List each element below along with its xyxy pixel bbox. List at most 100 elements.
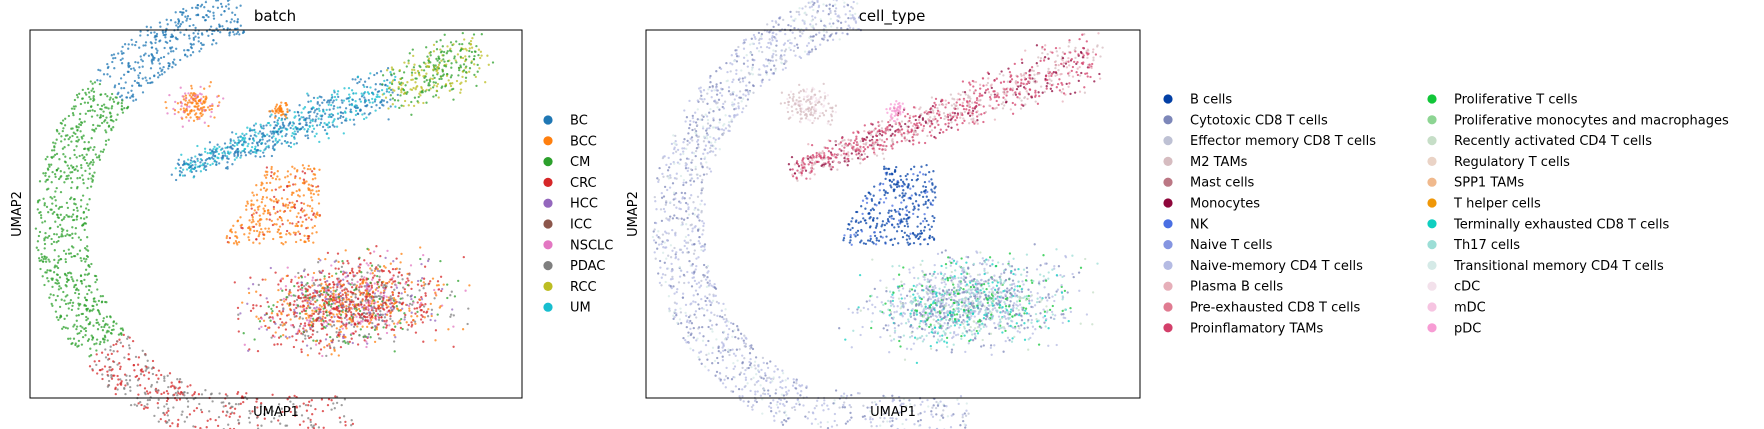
- point-naive-memory-cd4-t-cells-52: [810, 5, 814, 8]
- point-bcc-517: [246, 226, 250, 230]
- point-nsclc-160: [209, 115, 212, 118]
- point-bcc-486: [265, 196, 269, 199]
- point-bc-227: [167, 61, 170, 65]
- point-cm-465: [75, 206, 79, 210]
- point-cm-353: [56, 261, 60, 264]
- point-bc-590: [251, 141, 254, 145]
- point-cm-675: [76, 345, 79, 348]
- point-cm-814: [399, 321, 402, 325]
- point-rcc-18: [407, 62, 410, 65]
- legend-item-rcc: RCC: [543, 280, 597, 295]
- point-cm-447: [71, 127, 74, 130]
- point-um-243: [192, 167, 196, 171]
- point-bcc-670: [280, 101, 283, 104]
- point-hcc-86: [274, 322, 277, 326]
- point-cm-697: [37, 199, 40, 203]
- point-um-28: [254, 145, 257, 148]
- point-bcc-617: [191, 93, 194, 97]
- point-cm-37: [83, 278, 86, 282]
- point-pdac-182: [335, 401, 339, 405]
- point-bc-287: [154, 38, 158, 41]
- point-um-77: [343, 87, 346, 90]
- point-hcc-91: [410, 297, 413, 301]
- point-crc-548: [391, 293, 395, 297]
- point-bc-99: [131, 84, 134, 87]
- point-cytotoxic-cd8-t-cells-49: [891, 419, 894, 423]
- point-bc-495: [252, 124, 256, 127]
- point-pdac-313: [354, 296, 357, 299]
- point-cm-76: [61, 129, 64, 133]
- point-cm-663: [60, 227, 63, 230]
- point-crc-1: [233, 407, 237, 410]
- point-bcc-680: [268, 110, 271, 113]
- point-cytotoxic-cd8-t-cells-57: [775, 44, 778, 47]
- point-crc-565: [366, 315, 369, 319]
- point-naive-memory-cd4-t-cells-230: [844, 20, 847, 23]
- point-bcc-174: [365, 289, 368, 293]
- point-bc-4: [212, 17, 216, 20]
- point-bcc-526: [278, 178, 281, 181]
- point-cm-713: [344, 341, 347, 345]
- point-cm-574: [43, 283, 46, 287]
- point-bcc-494: [284, 241, 287, 244]
- point-bcc-258: [399, 261, 402, 264]
- point-cm-976: [428, 84, 431, 87]
- point-bc-597: [314, 109, 317, 112]
- point-um-85: [290, 134, 293, 138]
- point-bcc-41: [427, 307, 430, 311]
- point-cm-429: [63, 124, 67, 127]
- point-cm-936: [397, 99, 400, 102]
- point-bcc-130: [333, 349, 336, 352]
- point-bc-506: [270, 132, 273, 135]
- point-rcc-38: [448, 89, 451, 92]
- point-um-237: [266, 121, 270, 125]
- point-cm-349: [108, 98, 111, 101]
- point-crc-222: [127, 353, 130, 356]
- point-bcc-633: [204, 98, 207, 101]
- point-cm-716: [339, 270, 343, 273]
- point-crc-19: [188, 413, 192, 416]
- point-nsclc-9: [305, 319, 309, 322]
- point-pdac-64: [226, 394, 229, 398]
- point-nsclc-25: [433, 288, 436, 292]
- point-nsclc-66: [373, 282, 376, 285]
- point-cytotoxic-cd8-t-cells-11: [725, 61, 728, 65]
- point-bcc-214: [320, 305, 323, 308]
- point-crc-745: [299, 216, 302, 219]
- point-crc-660: [311, 333, 314, 336]
- point-pdac-40: [128, 374, 131, 378]
- point-cytotoxic-cd8-t-cells-23: [706, 276, 709, 279]
- point-um-167: [336, 112, 340, 115]
- point-um-97: [293, 130, 296, 133]
- point-rcc-42: [406, 81, 409, 84]
- point-naive-memory-cd4-t-cells-48: [660, 276, 663, 279]
- point-bcc-414: [309, 192, 313, 195]
- point-nsclc-196: [198, 117, 201, 121]
- point-crc-479: [312, 312, 316, 315]
- point-crc-563: [340, 320, 343, 323]
- point-bcc-324: [258, 214, 261, 217]
- point-pdac-151: [340, 403, 343, 407]
- point-transitional-memory-cd4-t-cells-26: [812, 8, 815, 12]
- point-naive-memory-cd4-t-cells-147: [753, 35, 756, 39]
- point-effector-memory-cd8-t-cells-33: [843, 401, 846, 404]
- point-bcc-306: [252, 241, 255, 244]
- point-bc-632: [223, 142, 227, 145]
- point-bc-553: [313, 111, 316, 114]
- point-pdac-23: [167, 419, 171, 422]
- point-transitional-memory-cd4-t-cells-68: [772, 376, 775, 379]
- point-bc-64: [167, 52, 170, 55]
- point-pdac-195: [166, 421, 169, 424]
- point-cm-603: [34, 227, 38, 230]
- point-um-273: [277, 117, 281, 120]
- point-cm-449: [79, 329, 83, 333]
- point-hcc-39: [383, 291, 386, 294]
- point-um-67: [276, 121, 279, 124]
- point-bcc-170: [328, 343, 331, 346]
- point-pdac-383: [366, 271, 369, 274]
- point-naive-memory-cd4-t-cells-110: [724, 127, 728, 130]
- point-bcc-397: [312, 192, 315, 196]
- point-cm-536: [51, 285, 54, 289]
- point-cm-565: [71, 232, 74, 235]
- point-naive-memory-cd4-t-cells-188: [710, 311, 713, 314]
